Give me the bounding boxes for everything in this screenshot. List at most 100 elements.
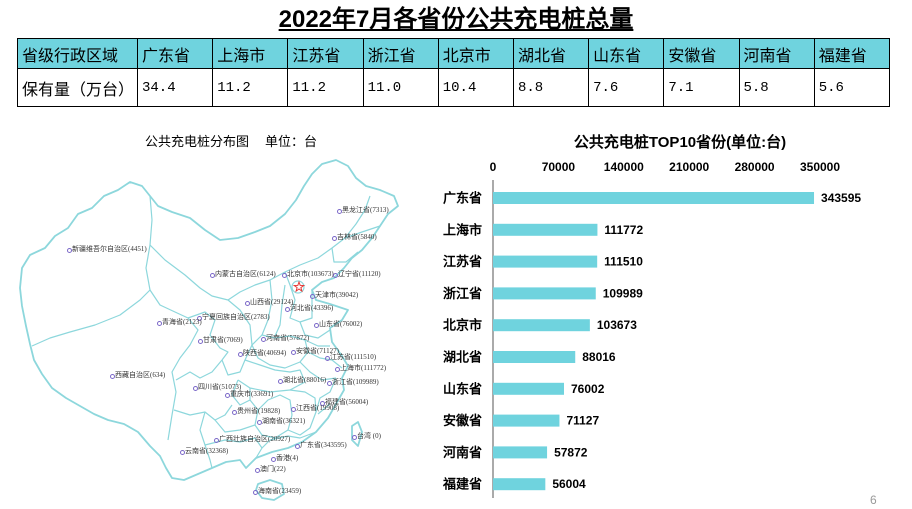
table-header-cell: 福建省 (813, 38, 891, 69)
map-province-label: 贵州省(19828) (231, 407, 281, 415)
data-label: 57872 (554, 445, 588, 459)
page-number: 6 (870, 493, 877, 507)
summary-table: 省级行政区域 广东省 上海市 江苏省 浙江省 北京市 湖北省 山东省 安徽省 河… (17, 38, 891, 107)
data-label: 76002 (571, 382, 605, 396)
taiwan-island (351, 421, 363, 447)
map-province-label: 湖南省(36321) (256, 417, 306, 425)
data-label: 109989 (603, 286, 643, 300)
bar (493, 287, 596, 300)
data-label: 103673 (597, 318, 637, 332)
province-border (175, 359, 251, 406)
x-tick-label: 280000 (735, 160, 775, 174)
map-province-label: 河北省(43396) (284, 304, 334, 312)
province-border (344, 213, 389, 239)
table-header-label: 省级行政区域 (17, 38, 138, 69)
map-province-label: 台湾 (0) (352, 432, 381, 440)
data-label: 111510 (604, 255, 643, 269)
table-value-cell: 5.6 (813, 68, 891, 107)
x-tick-label: 0 (490, 160, 497, 174)
province-border (315, 377, 337, 415)
bar (493, 255, 598, 268)
x-tick-label: 140000 (604, 160, 644, 174)
table-value-cell: 7.1 (663, 68, 740, 107)
map-province-label: 安徽省(71127) (291, 347, 339, 355)
map-province-label: 吉林省(5840) (332, 233, 377, 241)
map-province-label: 山西省(29124) (244, 298, 294, 306)
province-borders (31, 195, 389, 469)
bar (493, 223, 598, 236)
map-province-label: 青海省(2123) (157, 318, 202, 326)
province-border (299, 321, 331, 339)
table-header-cell: 河南省 (738, 38, 815, 69)
province-border (149, 244, 229, 301)
table-value-cell: 8.8 (512, 68, 590, 107)
map-province-label: 海南省(23459) (252, 487, 302, 495)
map-title: 公共充电桩分布图 单位：台 (145, 134, 317, 152)
map-province-label: 西藏自治区(634) (109, 371, 166, 379)
table-header-cell: 广东省 (136, 38, 214, 69)
map-province-label: 陕西省(40694) (237, 349, 287, 357)
map-province-label: 福建省(56004) (319, 398, 369, 406)
category-label: 广东省 (443, 191, 482, 206)
table-value-cell: 11.0 (362, 68, 439, 107)
table-header-cell: 江苏省 (287, 38, 364, 69)
map-unit-label: 单位：台 (265, 135, 318, 150)
top10-bar-chart: 0 70000 140000 210000 280000 350000 广东省 343595 上… (442, 160, 861, 498)
table-row-label: 保有量（万台） (17, 68, 138, 107)
map-province-label: 四川省(51073) (192, 383, 242, 391)
table-header-row: 省级行政区域 广东省 上海市 江苏省 浙江省 北京市 湖北省 山东省 安徽省 河… (17, 38, 891, 69)
bar (493, 351, 576, 363)
province-border (261, 431, 317, 449)
province-border (331, 247, 359, 263)
map-province-label: 内蒙古自治区(6124) (210, 270, 276, 278)
province-border (149, 289, 199, 441)
province-border (237, 359, 306, 393)
chart-title: 公共充电桩TOP10省份(单位:台) (573, 134, 787, 151)
table-header-cell: 浙江省 (362, 38, 439, 69)
table-header-cell: 安徽省 (663, 38, 740, 69)
map-province-label: 河南省(57872) (260, 334, 310, 342)
beijing-star-icon (292, 280, 306, 293)
province-border (221, 299, 253, 376)
map-province-label: 香港(4) (270, 454, 299, 462)
map-province-label: 天津市(39042) (309, 291, 359, 299)
map-province-label: 浙江省(109989) (327, 378, 379, 386)
category-label: 山东省 (443, 381, 482, 396)
map-province-label: 黑龙江省(7313) (337, 206, 389, 214)
map-province-label: 广东省(343595) (295, 441, 347, 449)
page-title: 2022年7月各省份公共充电桩总量 (278, 6, 634, 33)
table-row: 保有量（万台） 34.4 11.2 11.2 11.0 10.4 8.8 7.6… (17, 68, 891, 107)
map-province-label: 甘肃省(7069) (198, 336, 243, 344)
province-border (214, 399, 259, 433)
province-border (284, 271, 313, 323)
category-label: 上海市 (443, 222, 482, 237)
category-label: 河南省 (443, 445, 482, 460)
province-border (227, 195, 371, 301)
category-label: 湖北省 (443, 350, 482, 365)
china-map (19, 159, 399, 501)
data-label: 56004 (552, 477, 586, 491)
bar (493, 382, 565, 395)
province-border (204, 437, 263, 459)
data-label: 88016 (582, 350, 616, 364)
x-tick-label: 70000 (542, 160, 576, 174)
province-border (254, 394, 293, 439)
table-value-cell: 34.4 (136, 68, 214, 107)
bar (493, 414, 560, 427)
map-province-label: 湖北省(88016) (277, 376, 327, 384)
data-label: 111772 (604, 223, 643, 237)
table-header-cell: 山东省 (588, 38, 665, 69)
table-value-cell: 10.4 (437, 68, 514, 107)
province-border (291, 280, 305, 294)
bar (493, 319, 590, 332)
province-border (199, 411, 213, 469)
map-province-label: 澳门(22) (255, 465, 286, 473)
category-label: 江苏省 (443, 254, 482, 269)
map-province-label: 江西省(19908) (290, 404, 340, 412)
map-province-label: 广西壮族自治区(20927) (213, 435, 291, 443)
province-border (274, 284, 286, 337)
category-label: 北京市 (443, 318, 482, 333)
province-border (187, 311, 229, 361)
bar (493, 478, 546, 491)
map-province-label: 山东省(76002) (313, 320, 363, 328)
